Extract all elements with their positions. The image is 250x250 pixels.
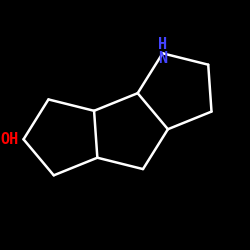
Text: OH: OH — [0, 132, 18, 147]
Text: H
N: H N — [158, 37, 167, 66]
